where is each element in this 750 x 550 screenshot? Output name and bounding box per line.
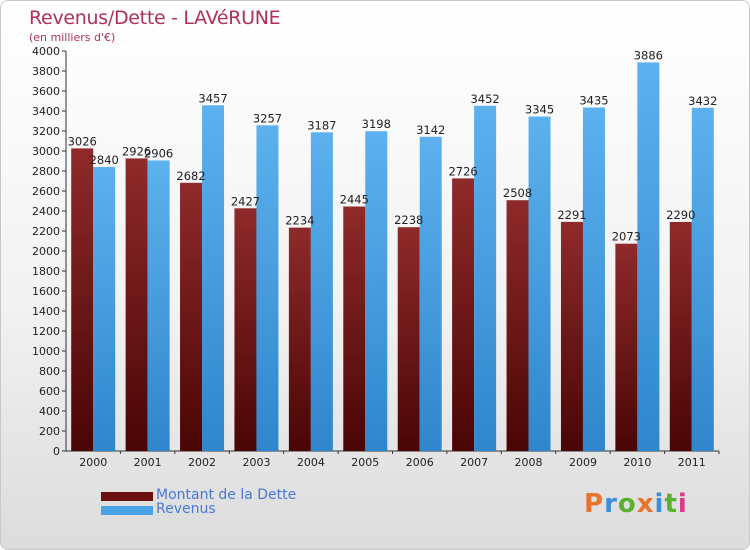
bar-dette bbox=[397, 227, 420, 451]
y-tick-label: 2000 bbox=[32, 245, 60, 258]
bar-revenus bbox=[256, 125, 279, 452]
y-tick-label: 2200 bbox=[32, 225, 60, 238]
y-tick-label: 1400 bbox=[32, 305, 60, 318]
legend-swatch-dette bbox=[101, 492, 153, 501]
data-label: 3457 bbox=[198, 91, 227, 105]
bar-revenus bbox=[528, 116, 551, 451]
data-label: 2508 bbox=[503, 186, 532, 200]
data-label: 2926 bbox=[122, 144, 151, 158]
data-label: 3432 bbox=[688, 94, 717, 108]
legend-label-revenus: Revenus bbox=[156, 501, 216, 517]
legend-label-dette: Montant de la Dette bbox=[156, 487, 297, 503]
data-label: 2073 bbox=[612, 230, 641, 244]
data-label: 2427 bbox=[231, 194, 260, 208]
y-tick-label: 1200 bbox=[32, 325, 60, 338]
data-label: 2682 bbox=[176, 169, 205, 183]
axes: 0 200 400 600 800 1000 1200 1400 1600 1800 2000 220… bbox=[32, 45, 720, 469]
bar-revenus bbox=[582, 107, 605, 451]
x-tick-label: 2007 bbox=[460, 456, 488, 469]
x-tick-label: 2008 bbox=[515, 456, 543, 469]
x-tick-label: 2004 bbox=[297, 456, 325, 469]
y-tick-label: 1800 bbox=[32, 265, 60, 278]
y-tick-label: 2600 bbox=[32, 185, 60, 198]
y-tick-label: 600 bbox=[39, 385, 60, 398]
bar-dette bbox=[560, 221, 583, 451]
data-label: 3187 bbox=[307, 118, 336, 132]
bar-revenus bbox=[474, 105, 497, 452]
y-tick-label: 1000 bbox=[32, 345, 60, 358]
y-tick-label: 3000 bbox=[32, 145, 60, 158]
x-tick-label: 2000 bbox=[79, 456, 107, 469]
bar-revenus bbox=[419, 136, 442, 452]
legend-item-dette: Montant de la Dette bbox=[101, 487, 361, 504]
y-tick-label: 3400 bbox=[32, 105, 60, 118]
chart-subtitle: (en milliers d'€) bbox=[29, 31, 116, 44]
bar-revenus bbox=[365, 131, 388, 451]
x-tick-label: 2010 bbox=[623, 456, 651, 469]
data-label: 3142 bbox=[416, 123, 445, 137]
y-tick-label: 2800 bbox=[32, 165, 60, 178]
bar-dette bbox=[615, 243, 638, 451]
bar-dette bbox=[71, 148, 94, 451]
x-tick-label: 2001 bbox=[134, 456, 162, 469]
legend-item-revenus: Revenus bbox=[101, 501, 361, 518]
y-tick-label: 200 bbox=[39, 425, 60, 438]
bar-revenus bbox=[93, 167, 116, 451]
data-label: 2906 bbox=[144, 146, 173, 160]
y-tick-label: 3200 bbox=[32, 125, 60, 138]
proxiti-logo: Proxiti bbox=[584, 489, 688, 519]
data-label: 2445 bbox=[340, 193, 369, 207]
y-tick-label: 2400 bbox=[32, 205, 60, 218]
data-label: 2726 bbox=[448, 164, 477, 178]
bar-dette bbox=[234, 208, 257, 451]
legend-swatch-revenus bbox=[101, 506, 153, 515]
data-label: 3452 bbox=[470, 92, 499, 106]
x-tick-label: 2011 bbox=[678, 456, 706, 469]
chart-title: Revenus/Dette - LAVéRUNE bbox=[29, 7, 281, 29]
bar-dette bbox=[452, 178, 475, 451]
bar-revenus bbox=[691, 107, 714, 452]
y-tick-label: 800 bbox=[39, 365, 60, 378]
bar-dette bbox=[669, 222, 692, 451]
bars bbox=[71, 62, 714, 452]
x-tick-label: 2005 bbox=[351, 456, 379, 469]
data-label: 3198 bbox=[362, 117, 391, 131]
data-label: 2290 bbox=[666, 208, 695, 222]
bar-dette bbox=[343, 206, 366, 451]
x-tick-label: 2009 bbox=[569, 456, 597, 469]
x-tick-label: 2003 bbox=[242, 456, 270, 469]
bar-revenus bbox=[310, 132, 333, 452]
data-label: 2238 bbox=[394, 213, 423, 227]
data-label: 2291 bbox=[557, 208, 586, 222]
data-label: 3345 bbox=[525, 103, 554, 117]
y-tick-label: 1600 bbox=[32, 285, 60, 298]
bar-dette bbox=[180, 182, 203, 452]
data-label: 2840 bbox=[90, 153, 119, 167]
bar-revenus bbox=[202, 105, 225, 452]
y-tick-label: 3800 bbox=[32, 65, 60, 78]
y-tick-label: 400 bbox=[39, 405, 60, 418]
x-tick-label: 2002 bbox=[188, 456, 216, 469]
bar-revenus bbox=[147, 160, 170, 451]
x-tick-label: 2006 bbox=[406, 456, 434, 469]
data-label: 3257 bbox=[253, 111, 282, 125]
y-tick-label: 4000 bbox=[32, 45, 60, 58]
bar-dette bbox=[506, 200, 529, 451]
data-label: 2234 bbox=[285, 214, 314, 228]
y-tick-label: 3600 bbox=[32, 85, 60, 98]
bar-dette bbox=[288, 227, 311, 451]
bar-dette bbox=[125, 158, 148, 451]
data-label: 3435 bbox=[579, 94, 608, 108]
y-tick-label: 0 bbox=[53, 445, 60, 458]
data-label: 3026 bbox=[68, 134, 97, 148]
bar-revenus bbox=[637, 62, 660, 452]
data-label: 3886 bbox=[634, 48, 663, 62]
